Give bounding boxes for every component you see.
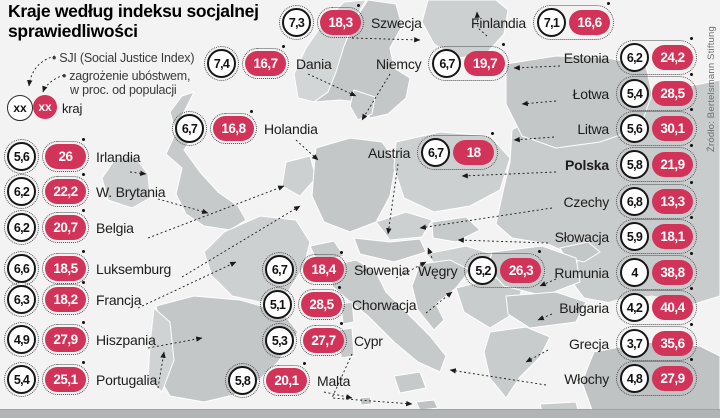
legend-poverty-label-line2: w proc. od populacji bbox=[70, 83, 177, 97]
source-credit: Źródło: Bertelsmann Stiftung bbox=[706, 26, 717, 152]
leader-lines bbox=[129, 11, 561, 407]
land-sicily bbox=[393, 371, 427, 394]
land-portugal bbox=[147, 306, 175, 393]
land-switzerland bbox=[309, 240, 345, 264]
land-poland bbox=[393, 131, 511, 213]
legend-sji-example-marker: xx bbox=[7, 95, 33, 121]
land-spain bbox=[155, 295, 299, 403]
black-sea bbox=[586, 296, 710, 348]
landmasses bbox=[101, 0, 720, 413]
infographic-title: Kraje według indeksu socjalnej sprawiedl… bbox=[8, 1, 259, 41]
land-czechia bbox=[375, 211, 433, 241]
bottom-bar bbox=[0, 409, 720, 418]
land-greece bbox=[483, 326, 551, 399]
land-bulgaria bbox=[505, 291, 587, 329]
land-cyprus bbox=[415, 399, 439, 411]
land-finland bbox=[421, 0, 509, 59]
legend-poverty-example-marker: xx bbox=[33, 95, 57, 119]
land-austria bbox=[353, 237, 427, 263]
legend-bullet: • bbox=[62, 69, 67, 83]
land-turkey bbox=[581, 341, 720, 411]
legend-poverty-label-line1: • zagrożenie ubóstwem, bbox=[62, 69, 191, 83]
land-sardinia bbox=[338, 327, 355, 359]
land-germany bbox=[311, 137, 397, 233]
legend-sji-label: • SJI (Social Justice Index) bbox=[52, 51, 195, 65]
land-slovakia bbox=[431, 216, 481, 243]
legend-country-example-label: kraj bbox=[62, 101, 83, 116]
land-benelux bbox=[281, 155, 317, 197]
legend-bullet: • bbox=[52, 51, 57, 65]
land-corsica bbox=[340, 301, 355, 325]
land-uk bbox=[165, 91, 247, 231]
land-ireland bbox=[101, 155, 151, 209]
